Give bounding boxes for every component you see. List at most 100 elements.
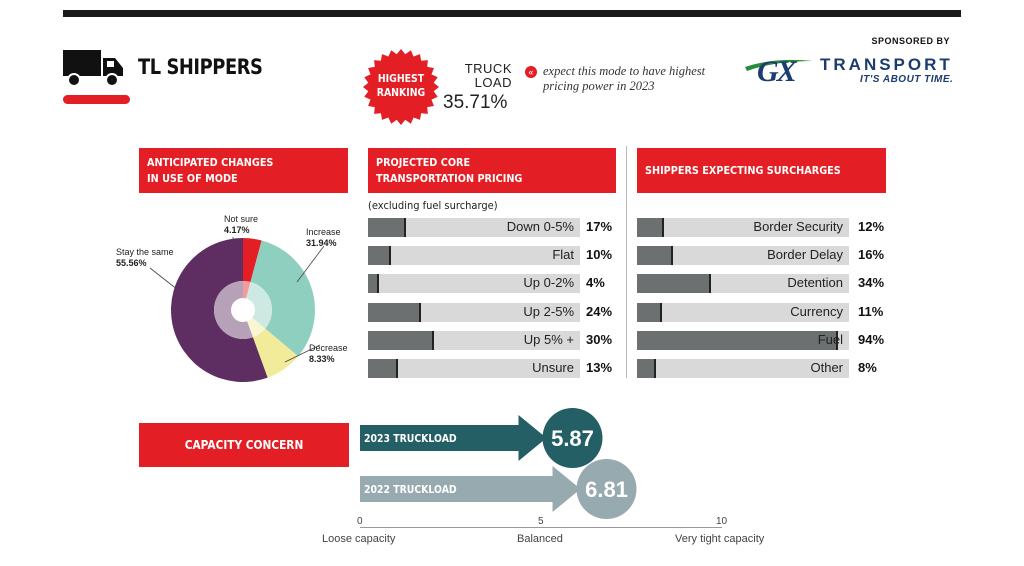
surcharge-bar [637,302,663,322]
pie-label-text: Decrease [309,343,348,353]
badge-line-1: HIGHEST [377,72,425,85]
surcharge-panel-title: SHIPPERS EXPECTING SURCHARGES [637,148,886,193]
surcharge-bar-track: Border Security [637,218,849,237]
surcharge-bar [637,330,839,350]
capacity-arrow-shape [360,415,547,461]
pricing-bar [368,359,398,378]
pricing-bar-label: Up 0-2% [523,275,574,291]
pie-label-not-sure: Not sure 4.17% [224,214,258,236]
pricing-bar-track: Flat [368,246,580,266]
capacity-series-label: 2022 TRUCKLOAD [364,484,457,496]
capacity-value-label: 5.87 [551,426,594,451]
pricing-bar-value: 17% [586,219,613,234]
top-rule [63,10,961,17]
pricing-bar-label: Flat [552,247,574,263]
axis-tick-label-10: 10 [716,516,728,527]
capacity-value-label: 6.81 [585,477,628,502]
pricing-bar-label: Down 0-5% [506,219,574,234]
pie-label-text: Increase [306,227,341,237]
pie-slice-decrease [252,328,299,378]
pie-inner-slice-increase [246,281,273,329]
surcharge-bar-value: 94% [858,331,885,347]
axis-tick-label-0: 0 [357,516,363,527]
truck-icon [63,50,123,87]
pricing-bar [368,246,392,266]
surcharge-bar-label: Border Delay [767,247,843,263]
surcharge-bar-value: 11% [858,303,884,319]
pie-label-text: Stay the same [116,247,174,257]
mode-value: 35.71% [443,92,508,113]
sponsor-tagline: IT'S ABOUT TIME. [860,74,954,85]
surcharge-bar-track: Border Delay [637,246,849,266]
capacity-arrow-2023: 2023 TRUCKLOAD 5.87 [360,408,603,468]
surcharge-bar-label: Other [810,360,843,375]
scale-label-balanced: Balanced [517,533,563,545]
mode-line-2: LOAD [474,75,512,90]
pricing-title-line-1: PROJECTED CORE [376,156,471,169]
pie-label-value: 4.17% [224,225,250,235]
pricing-bar-track: Up 5% + [368,330,580,350]
surcharge-bar-track: Other [637,359,849,378]
pricing-bar-label: Unsure [532,360,574,375]
pricing-bar-label: Up 5% + [523,331,574,347]
surcharge-bar [637,359,656,378]
pie-label-value: 8.33% [309,354,335,364]
badge-line-2: RANKING [376,86,426,99]
capacity-arrow-2022: 2022 TRUCKLOAD 6.81 [360,459,637,519]
expect-text: expect this mode to have highest pricing… [543,64,706,93]
pie-inner-slice-stay-the-same [214,281,253,339]
changes-title-line-1: ANTICIPATED CHANGES [147,156,274,169]
sponsor-name: TRANSPORT [820,55,953,74]
scale-label-tight: Very tight capacity [675,533,765,545]
surcharge-bar-value: 16% [858,247,885,263]
title-underline [63,95,130,104]
pricing-bar-label: Up 2-5% [523,303,574,319]
capacity-value-circle [576,459,637,519]
pie-label-text: Not sure [224,214,259,224]
highest-ranking-badge [363,49,439,125]
pie-label-value: 31.94% [306,238,337,248]
changes-panel-title: ANTICIPATED CHANGES IN USE OF MODE [139,148,348,193]
pie-label-value: 55.56% [116,258,147,268]
changes-title-line-2: IN USE OF MODE [147,172,238,185]
page-title: TL SHIPPERS [138,55,263,79]
surcharge-bar-value: 8% [858,360,877,375]
pricing-bar [368,302,421,322]
pie-label-increase: Increase 31.94% [306,227,341,249]
surcharge-bar-label: Fuel [817,331,843,347]
capacity-value-circle [542,408,603,468]
mode-line-1: TRUCK [464,61,512,76]
pricing-bar [368,274,378,294]
surcharge-bar-label: Border Security [753,219,843,234]
axis-tick-label-5: 5 [538,516,544,527]
mode-change-donut-chart [170,238,316,382]
surcharge-title: SHIPPERS EXPECTING SURCHARGES [645,164,841,177]
badge-text: HIGHEST RANKING [369,72,434,100]
surcharge-bar-label: Detention [787,275,843,291]
pie-label-stay-same: Stay the same 55.56% [116,247,174,269]
pricing-bar-value: 30% [586,331,613,347]
surcharge-bar [637,274,712,294]
surcharge-bar [637,246,673,266]
chevron-left-icon: « [525,66,537,78]
pricing-panel-title: PROJECTED CORE TRANSPORTATION PRICING [368,148,616,193]
capacity-title: CAPACITY CONCERN [184,438,304,452]
panel-divider [626,146,627,378]
sponsor-swoosh-icon [745,59,813,71]
scale-label-loose: Loose capacity [322,533,396,545]
pie-inner-slice-not-sure [243,281,251,299]
pricing-title-line-2: TRANSPORTATION PRICING [376,172,523,185]
pie-slice-not-sure [243,238,262,282]
pricing-bar-value: 24% [586,303,613,319]
pricing-bar-value: 10% [586,247,613,263]
pricing-bar-value: 13% [586,360,613,375]
pricing-bar-track: Up 2-5% [368,302,580,322]
mode-label: TRUCK LOAD [448,62,512,90]
sponsored-label: SPONSORED BY [871,36,950,46]
surcharge-bar-track: Fuel [637,330,849,350]
surcharge-bar-track: Currency [637,302,849,322]
surcharge-bar-value: 12% [858,219,885,234]
sponsor-logo: GX [757,55,797,88]
pie-slice-stay-the-same [170,238,268,382]
pie-inner-slice-decrease [247,317,266,338]
